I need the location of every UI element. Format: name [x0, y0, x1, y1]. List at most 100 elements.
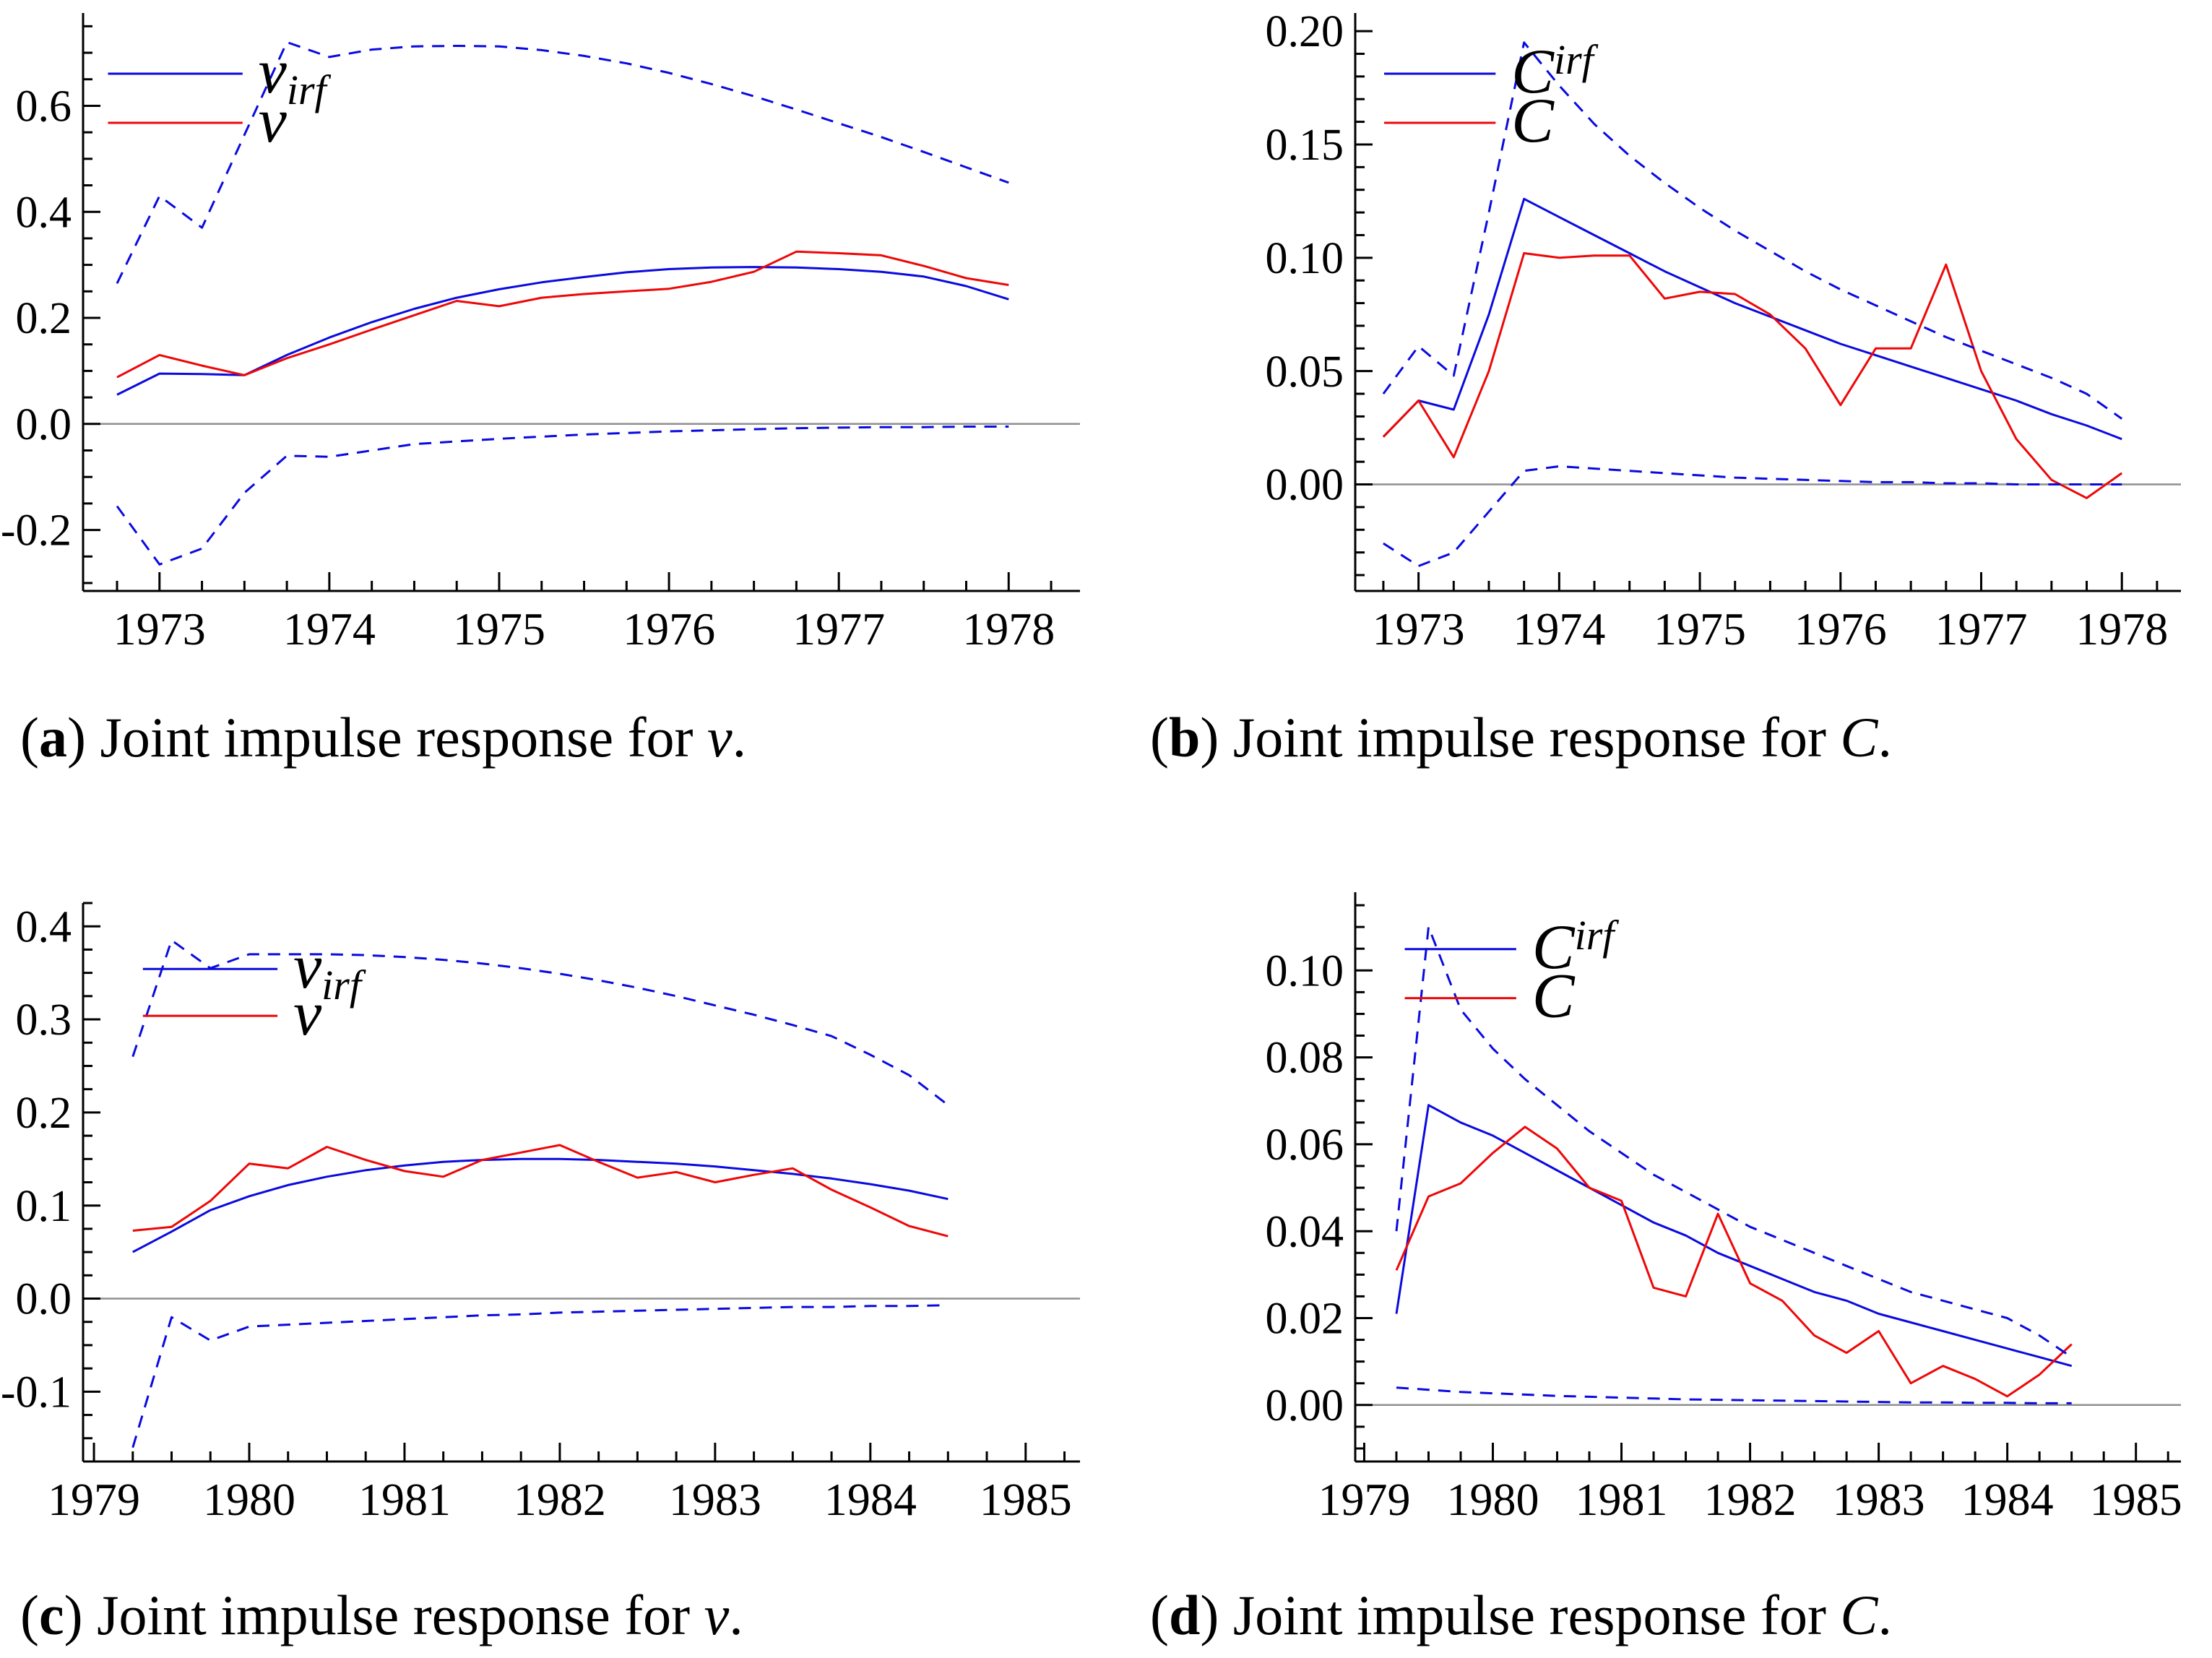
x-tick-label: 1980 — [1447, 1474, 1539, 1525]
caption-c-period: . — [729, 1584, 743, 1646]
x-tick-label: 1985 — [2090, 1474, 2182, 1525]
y-tick-label: -0.1 — [1, 1368, 72, 1417]
x-tick-label: 1975 — [1654, 603, 1746, 655]
caption-a-variable: v — [707, 706, 733, 769]
caption-b-text: Joint impulse response for — [1219, 706, 1841, 769]
y-tick-label: 0.10 — [1266, 946, 1344, 996]
x-tick-label: 1977 — [792, 603, 885, 655]
caption-c: (c) Joint impulse response for v. — [20, 1582, 743, 1649]
series-ci_upper-band-line — [116, 40, 1009, 284]
y-tick-label: 0.05 — [1266, 347, 1344, 397]
axes — [82, 902, 1080, 1463]
chart-d-impulse-response-C: 0.00 0.02 0.04 0.06 0.08 0.10 1979 1980 1981 1982… — [1266, 892, 2182, 1525]
caption-b-letter: b — [1168, 706, 1201, 769]
caption-d-paren-open: ( — [1150, 1584, 1169, 1646]
series-ci_lower-band-line — [116, 426, 1009, 566]
caption-d-period: . — [1878, 1584, 1892, 1646]
axes — [82, 13, 1080, 592]
y-tick-label: 0.4 — [16, 188, 72, 237]
caption-a: (a) Joint impulse response for v. — [20, 704, 746, 771]
caption-a-text: Joint impulse response for — [85, 706, 708, 769]
y-tick-label: 0.15 — [1266, 121, 1344, 170]
y-tick-label: 0.06 — [1266, 1121, 1344, 1170]
caption-d-letter: d — [1168, 1584, 1201, 1646]
caption-c-paren-close: ) — [64, 1584, 83, 1646]
x-tick-label: 1984 — [824, 1474, 917, 1525]
series-v-actual-line — [116, 250, 1009, 379]
y-tick-label: 0.10 — [1266, 234, 1344, 283]
x-tick-label: 1979 — [48, 1474, 140, 1525]
caption-b-paren-open: ( — [1150, 706, 1169, 769]
caption-a-letter: a — [38, 706, 67, 769]
legend-label: C — [1511, 86, 1555, 156]
series-v_irf-irf-line — [116, 266, 1009, 396]
y-tick-label: 0.08 — [1266, 1034, 1344, 1083]
y-tick-label: 0.6 — [16, 82, 72, 131]
caption-b-paren-close: ) — [1200, 706, 1219, 769]
y-tick-label: 0.2 — [16, 294, 72, 343]
caption-d-paren-close: ) — [1200, 1584, 1219, 1646]
caption-b-period: . — [1878, 706, 1892, 769]
x-tick-label: 1978 — [2075, 603, 2168, 655]
caption-a-paren-open: ( — [20, 706, 39, 769]
series-ci_lower-band-line — [1383, 465, 2122, 567]
y-tick-label: 0.0 — [16, 400, 72, 449]
y-tick-label: -0.2 — [1, 506, 72, 556]
series-ci_upper-band-line — [131, 939, 949, 1106]
caption-d-text: Joint impulse response for — [1219, 1584, 1841, 1646]
legend-label: v — [293, 979, 322, 1049]
series-ci_upper-band-line — [1395, 925, 2073, 1358]
y-tick-label: 0.00 — [1266, 1381, 1344, 1430]
x-tick-label: 1977 — [1935, 603, 2027, 655]
legend-label: C — [1532, 962, 1576, 1032]
panel-b: 0.00 0.05 0.10 0.15 0.20 1973 1974 1975 1976 1977… — [1106, 0, 2212, 686]
panel-d: 0.00 0.02 0.04 0.06 0.08 0.10 1979 1980 1981 1982… — [1106, 871, 2212, 1557]
x-tick-label: 1973 — [113, 603, 206, 655]
axes — [1354, 892, 2181, 1463]
y-tick-label: 0.4 — [16, 902, 72, 951]
axes — [1354, 13, 2181, 592]
legend-label: Cirf — [1511, 36, 1598, 107]
caption-a-period: . — [732, 706, 747, 769]
x-tick-label: 1983 — [1833, 1474, 1925, 1525]
caption-c-paren-open: ( — [20, 1584, 39, 1646]
x-tick-label: 1985 — [980, 1474, 1072, 1525]
x-tick-label: 1974 — [1513, 603, 1605, 655]
y-tick-label: 0.00 — [1266, 461, 1344, 510]
x-tick-label: 1981 — [358, 1474, 451, 1525]
legend-label: virf — [293, 932, 366, 1009]
y-tick-label: 0.0 — [16, 1275, 72, 1324]
series-C_irf-irf-line — [1395, 1104, 2073, 1368]
caption-a-paren-close: ) — [66, 706, 86, 769]
x-tick-label: 1975 — [453, 603, 545, 655]
caption-d: (d) Joint impulse response for C. — [1150, 1582, 1892, 1649]
chart-a-impulse-response-v: -0.2 0.0 0.2 0.4 0.6 1973 1974 1975 1976 1977 1978… — [1, 13, 1080, 655]
x-tick-label: 1982 — [514, 1474, 606, 1525]
legend-label: v — [259, 86, 288, 156]
series-C-actual-line — [1395, 1126, 2073, 1398]
x-tick-label: 1979 — [1318, 1474, 1410, 1525]
x-tick-label: 1976 — [623, 603, 715, 655]
series-C_irf-irf-line — [1382, 197, 2122, 441]
y-tick-label: 0.3 — [16, 996, 72, 1045]
x-tick-label: 1978 — [962, 603, 1055, 655]
caption-c-text: Joint impulse response for — [82, 1584, 704, 1646]
series-v-actual-line — [132, 1144, 949, 1238]
x-tick-label: 1980 — [203, 1474, 295, 1525]
x-tick-label: 1976 — [1794, 603, 1887, 655]
series-ci_lower-band-line — [1396, 1386, 2072, 1404]
x-tick-label: 1981 — [1576, 1474, 1668, 1525]
series-ci_upper-band-line — [1382, 41, 2123, 420]
y-tick-label: 0.04 — [1266, 1207, 1344, 1256]
chart-c-impulse-response-v: -0.1 0.0 0.1 0.2 0.3 0.4 1979 1980 1981 1982 1983 1… — [1, 902, 1080, 1525]
panel-a: -0.2 0.0 0.2 0.4 0.6 1973 1974 1975 1976 1977 1978… — [0, 0, 1106, 686]
caption-c-variable: v — [704, 1584, 730, 1646]
series-v_irf-irf-line — [132, 1157, 949, 1253]
y-tick-label: 0.20 — [1266, 7, 1344, 56]
x-tick-label: 1984 — [1961, 1474, 2054, 1525]
y-tick-label: 0.2 — [16, 1089, 72, 1138]
